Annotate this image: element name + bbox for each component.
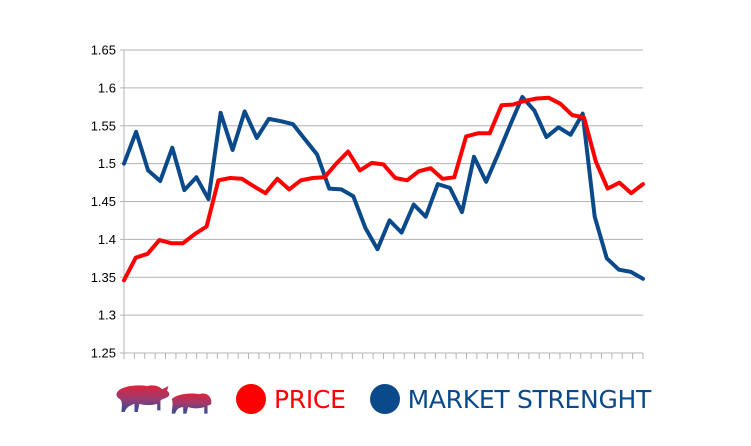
- y-tick-label: 1.5: [98, 156, 116, 171]
- y-tick-label: 1.65: [91, 43, 116, 58]
- y-tick-label: 1.4: [98, 232, 116, 247]
- axes: [120, 49, 644, 359]
- legend-item-price: PRICE: [236, 384, 346, 414]
- series-line-market-strenght: [122, 95, 645, 281]
- series-line-price: [122, 95, 645, 283]
- legend-label-price: PRICE: [274, 384, 346, 414]
- legend-label-market-strenght: MARKET STRENGHT: [407, 384, 652, 414]
- y-tick-label: 1.45: [91, 194, 116, 209]
- y-tick-label: 1.55: [91, 118, 116, 133]
- market-strenght-dot-icon: [369, 384, 400, 414]
- y-tick-label: 1.6: [98, 80, 116, 95]
- y-tick-label: 1.25: [91, 346, 116, 361]
- grid-lines: [124, 49, 643, 316]
- y-tick-label: 1.3: [98, 308, 116, 323]
- price-dot-icon: [236, 384, 267, 414]
- series-lines: [122, 95, 645, 283]
- y-tick-label: 1.35: [91, 270, 116, 285]
- legend-item-market-strenght: MARKET STRENGHT: [369, 384, 652, 414]
- y-tick-labels: 1.25 1.3 1.35 1.4 1.45 1.5 1.55 1.6 1.65: [91, 43, 116, 361]
- bull-bear-logo-icon: [116, 385, 212, 414]
- legend: PRICE MARKET STRENGHT: [115, 376, 675, 422]
